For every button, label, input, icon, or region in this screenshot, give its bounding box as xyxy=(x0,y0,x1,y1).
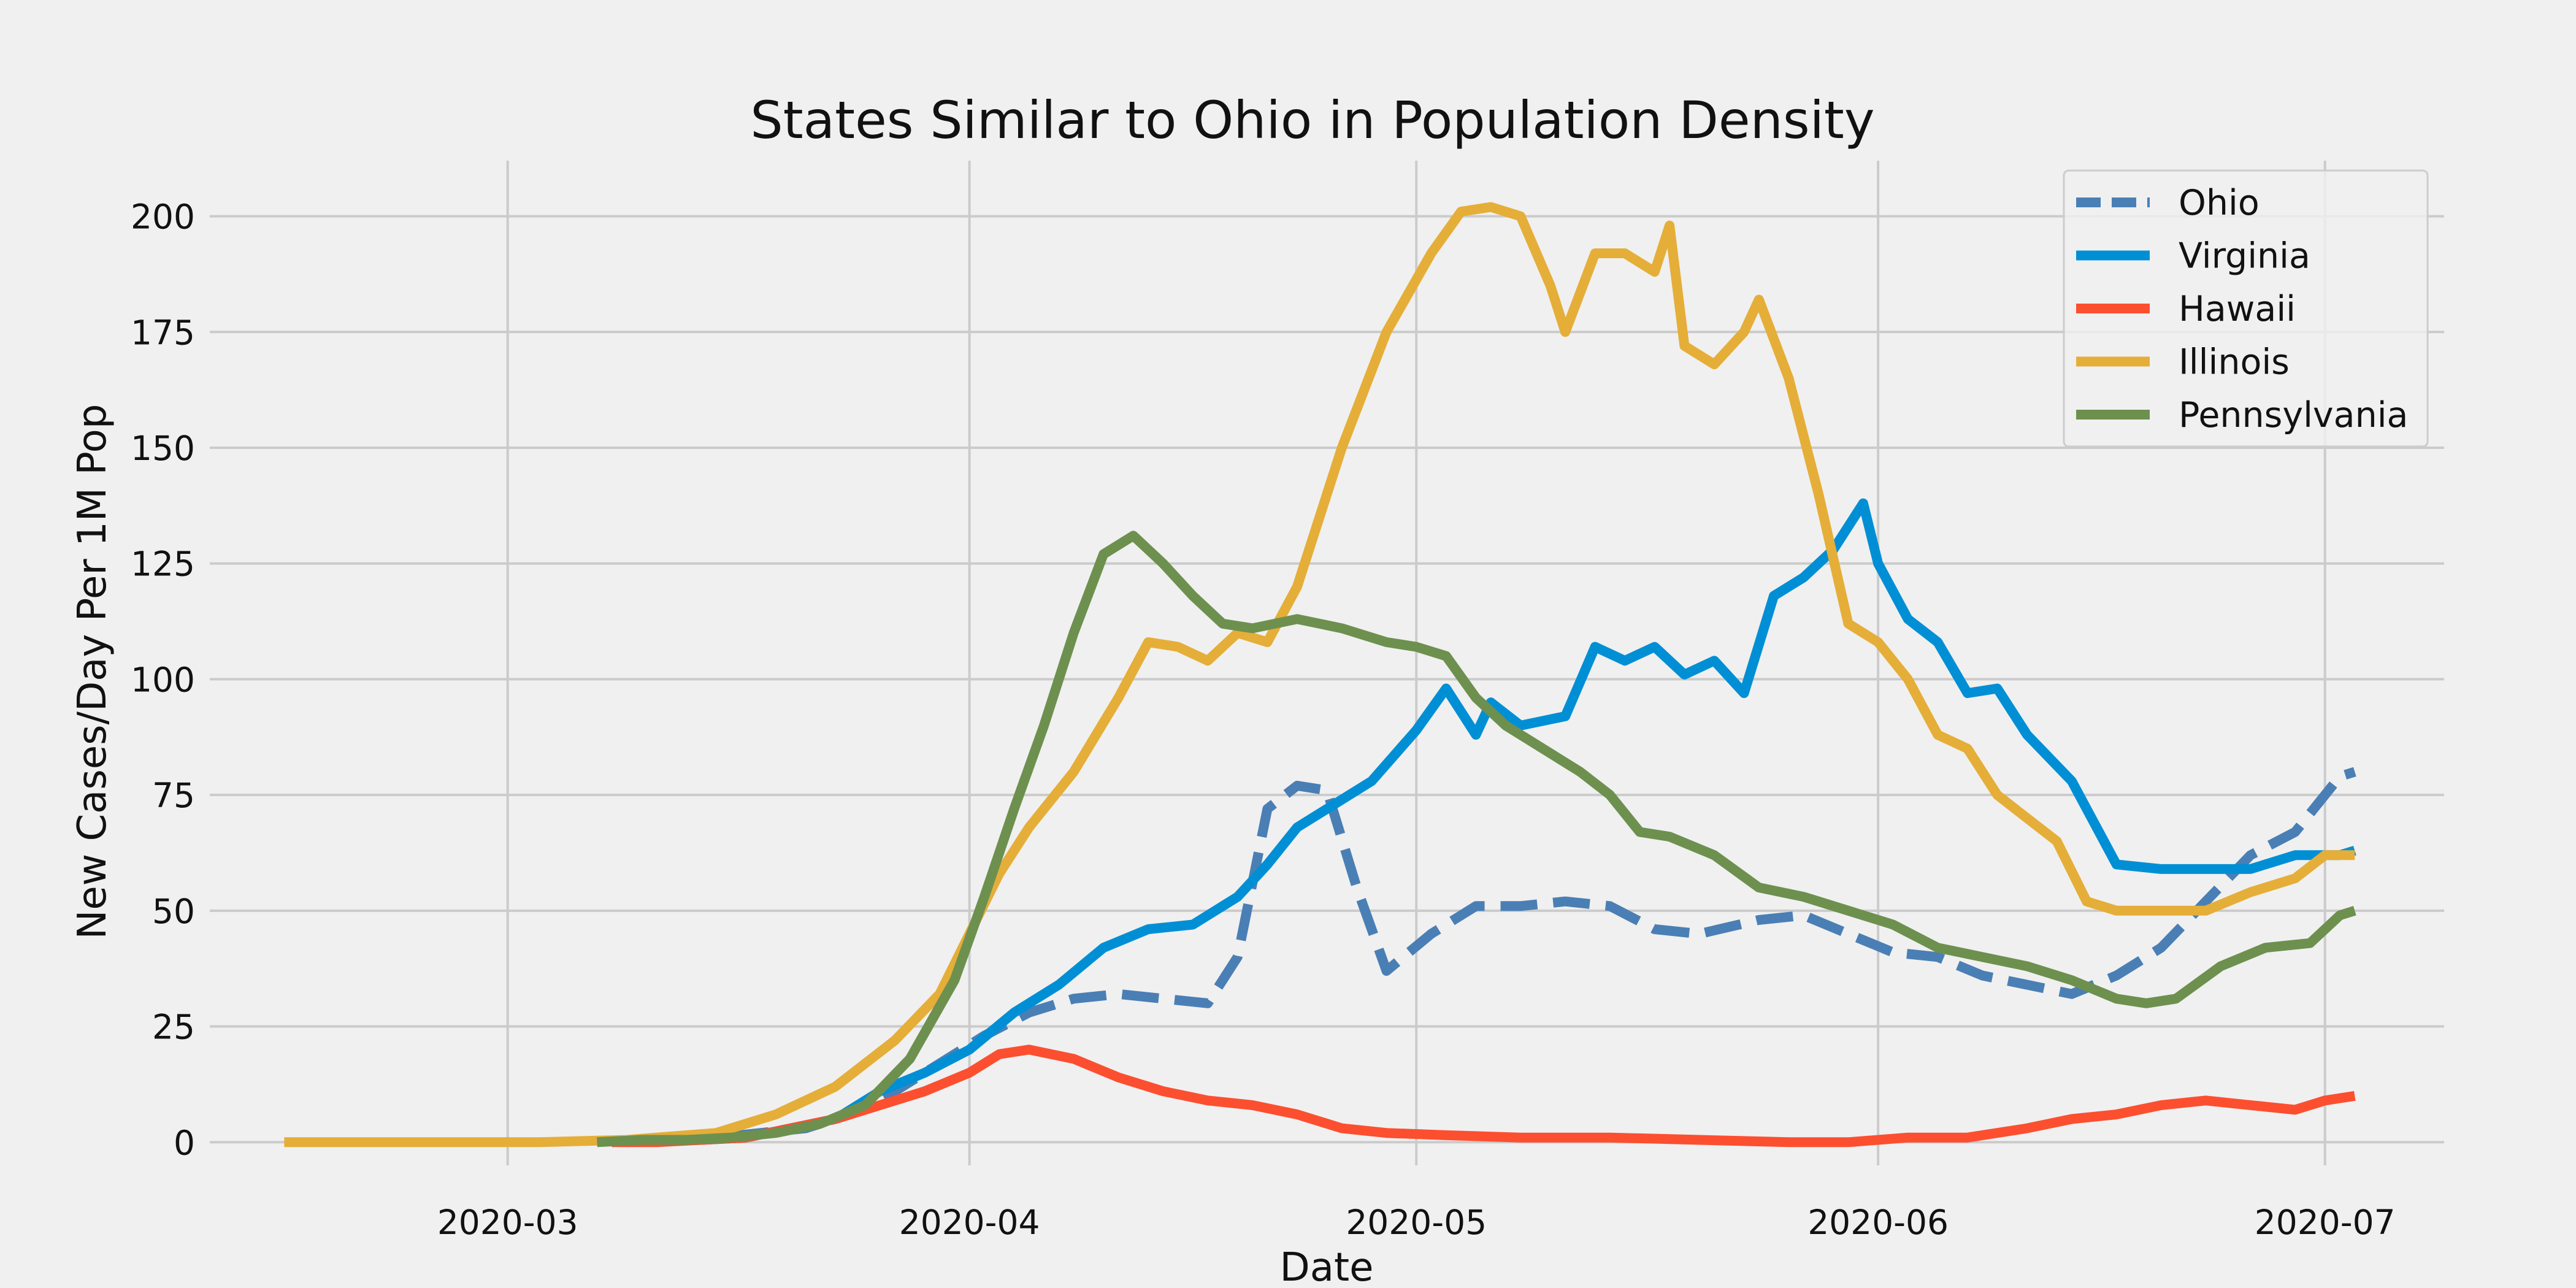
y-axis-label: New Cases/Day Per 1M Pop xyxy=(70,404,115,940)
grid xyxy=(210,161,2444,1165)
legend-label: Pennsylvania xyxy=(2179,395,2408,435)
legend: Ohio Virginia Hawaii Illinois Pennsylvania xyxy=(2063,169,2429,448)
y-tick-label: 150 xyxy=(131,429,195,468)
x-axis-label: Date xyxy=(1280,1245,1374,1288)
y-tick-label: 0 xyxy=(174,1123,195,1162)
legend-label: Illinois xyxy=(2179,342,2290,383)
x-tick-label: 2020-03 xyxy=(437,1203,578,1242)
y-tick-label: 125 xyxy=(131,545,195,584)
series-line-pennsylvania xyxy=(597,531,2356,1148)
chart-title: States Similar to Ohio in Population Den… xyxy=(750,90,1874,150)
series-line-virginia xyxy=(611,498,2356,1148)
legend-box xyxy=(2063,169,2429,448)
x-tick-label: 2020-07 xyxy=(2255,1203,2396,1242)
y-tick-label: 50 xyxy=(152,892,195,931)
y-tick-label: 75 xyxy=(152,776,195,815)
series-line-hawaii xyxy=(611,1045,2356,1148)
x-tick-label: 2020-04 xyxy=(899,1203,1040,1242)
y-tick-label: 175 xyxy=(131,313,195,352)
legend-label: Virginia xyxy=(2179,236,2310,277)
y-tick-label: 25 xyxy=(152,1008,195,1047)
legend-label: Ohio xyxy=(2179,183,2260,223)
y-tick-label: 200 xyxy=(131,197,195,237)
data-lines xyxy=(284,202,2356,1148)
x-tick-label: 2020-06 xyxy=(1807,1203,1949,1242)
y-tick-label: 100 xyxy=(131,660,195,699)
x-tick-label: 2020-05 xyxy=(1346,1203,1487,1242)
legend-label: Hawaii xyxy=(2179,289,2296,329)
tick-labels: 0 25 50 75 100 125 150 175 200 2020-03 2020-04 2020… xyxy=(131,197,2396,1242)
